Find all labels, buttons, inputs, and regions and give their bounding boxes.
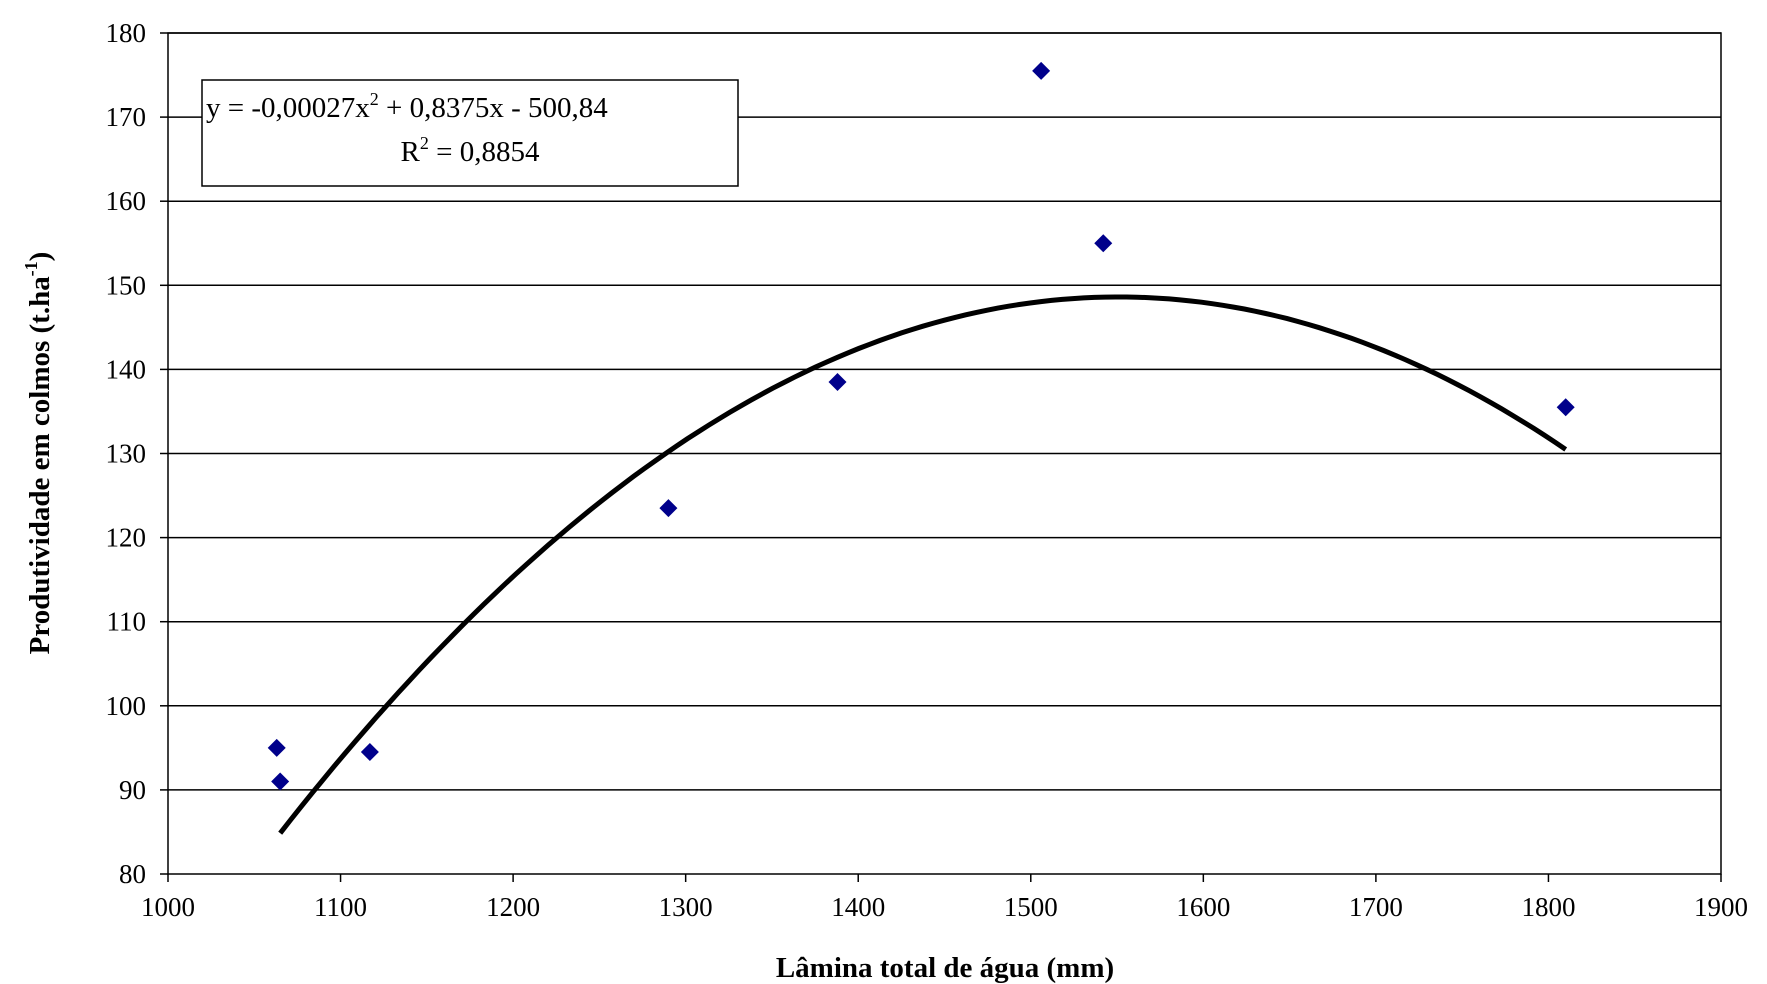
x-tick-label: 1700	[1349, 892, 1403, 922]
x-tick-label: 1500	[1004, 892, 1058, 922]
data-point-diamond	[1556, 398, 1575, 417]
trendline-curve	[278, 294, 1568, 835]
r-sup: 2	[420, 133, 429, 153]
y-tick-label: 100	[106, 691, 147, 721]
data-point-diamond	[267, 738, 286, 757]
x-tick-label: 1100	[314, 892, 367, 922]
data-point-diamond	[360, 743, 379, 762]
equation-line: y = -0,00027x2 + 0,8375x - 500,84	[206, 89, 608, 124]
equation-sup1: 2	[370, 89, 379, 109]
data-point-diamond	[828, 373, 847, 392]
data-points	[267, 61, 1575, 791]
equation-box: y = -0,00027x2 + 0,8375x - 500,84 R2 = 0…	[201, 79, 739, 187]
y-axis-title-close: )	[24, 252, 56, 262]
y-tick-label: 180	[106, 18, 147, 48]
y-tick-label: 90	[119, 775, 146, 805]
x-tick-label: 1200	[486, 892, 540, 922]
y-axis-ticks: 80 90 100 110 120 130 140 150 160 170 180	[106, 18, 168, 889]
data-point-diamond	[271, 772, 290, 791]
y-tick-label: 110	[107, 607, 147, 637]
x-tick-label: 1300	[659, 892, 713, 922]
x-tick-label: 1800	[1521, 892, 1575, 922]
y-tick-label: 170	[106, 102, 147, 132]
x-tick-label: 1000	[141, 892, 195, 922]
equation-part1: y = -0,00027x	[206, 92, 370, 124]
r-part1: R	[401, 136, 421, 168]
y-axis-title-main: Produtividade em colmos (t.ha	[24, 276, 56, 655]
data-point-diamond	[1094, 234, 1113, 253]
r-squared-line: R2 = 0,8854	[401, 133, 540, 168]
y-axis-title-sup: -1	[21, 261, 41, 276]
data-point-diamond	[1032, 61, 1051, 80]
y-tick-label: 160	[106, 186, 147, 216]
equation-part2: + 0,8375x - 500,84	[379, 92, 609, 124]
y-tick-label: 80	[119, 859, 146, 889]
r-part2: = 0,8854	[429, 136, 540, 168]
x-axis-title: Lâmina total de água (mm)	[776, 952, 1114, 984]
y-tick-label: 130	[106, 439, 147, 469]
x-tick-label: 1600	[1176, 892, 1230, 922]
y-tick-label: 120	[106, 523, 147, 553]
y-axis-title: Produtividade em colmos (t.ha-1)	[21, 252, 56, 655]
y-tick-label: 140	[106, 354, 147, 384]
y-tick-label: 150	[106, 270, 147, 300]
data-point-diamond	[659, 499, 678, 518]
x-tick-label: 1400	[831, 892, 885, 922]
x-axis-ticks: 1000 1100 1200 1300 1400 1500 1600 1700 1800 1900	[141, 874, 1748, 922]
x-tick-label: 1900	[1694, 892, 1748, 922]
